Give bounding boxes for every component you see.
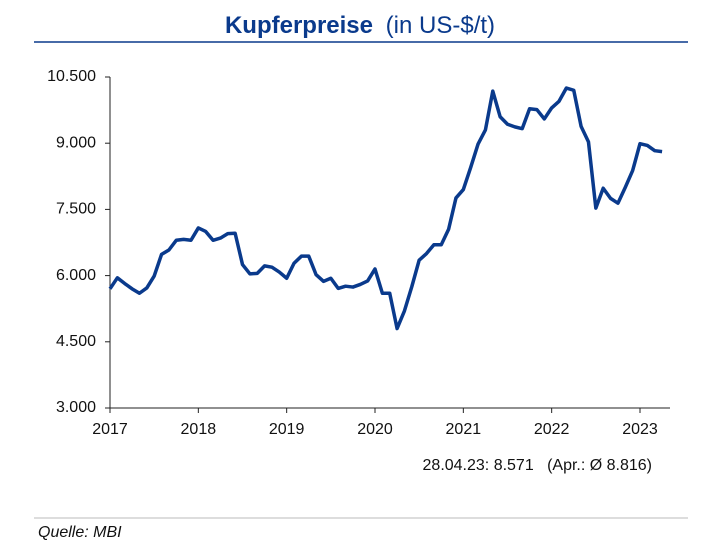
subtitle: (in US-$/t) (386, 12, 495, 39)
y-tick-label: 6.000 (56, 267, 96, 284)
y-tick-label: 9.000 (56, 134, 96, 151)
x-tick-label: 2020 (357, 421, 393, 438)
x-tick-label: 2023 (622, 421, 658, 438)
x-tick-label: 2022 (534, 421, 570, 438)
y-tick-label: 4.500 (56, 333, 96, 350)
y-tick-label: 7.500 (56, 201, 96, 218)
y-tick-label: 10.500 (47, 68, 96, 85)
title: Kupferpreise (225, 12, 373, 39)
source: Quelle: MBI (38, 524, 122, 541)
x-tick-label: 2019 (269, 421, 305, 438)
y-tick-label: 3.000 (56, 399, 96, 416)
x-tick-label: 2021 (446, 421, 482, 438)
annotation: 28.04.23: 8.571 (Apr.: Ø 8.816) (423, 457, 652, 474)
x-tick-label: 2017 (92, 421, 128, 438)
price-line (108, 86, 663, 331)
x-tick-label: 2018 (181, 421, 217, 438)
chart-title: Kupferpreise (in US-$/t) (225, 12, 495, 39)
